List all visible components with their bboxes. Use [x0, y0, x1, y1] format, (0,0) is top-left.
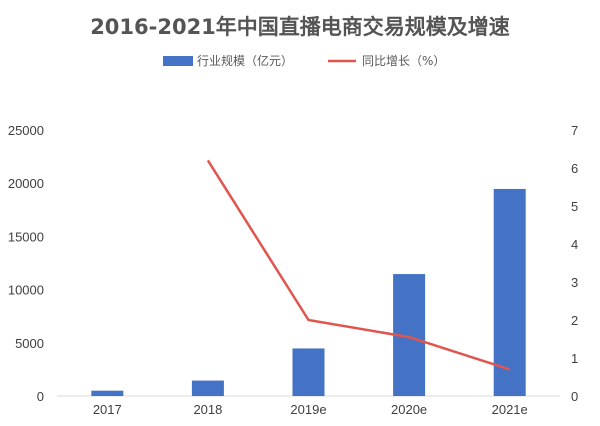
- legend: 行业规模（亿元） 同比增长（%）: [163, 53, 445, 68]
- left-axis: 0 5000 10000 15000 20000 25000: [8, 123, 44, 404]
- x-tick-label: 2020e: [391, 402, 427, 417]
- legend-bar-label: 行业规模（亿元）: [197, 53, 293, 68]
- left-tick-label: 10000: [8, 283, 44, 298]
- legend-bar-swatch: [163, 56, 193, 66]
- right-tick-label: 2: [571, 313, 578, 328]
- right-axis: 0 1 2 3 4 5 6 7: [571, 123, 578, 404]
- right-tick-label: 0: [571, 389, 578, 404]
- x-tick-label: 2019e: [290, 402, 326, 417]
- left-tick-label: 5000: [15, 336, 44, 351]
- growth-line-series: [206, 159, 511, 371]
- growth-line: [206, 159, 511, 371]
- x-tick-label: 2021e: [492, 402, 528, 417]
- left-tick-label: 25000: [8, 123, 44, 138]
- chart-title: 2016-2021年中国直播电商交易规模及增速: [90, 15, 510, 39]
- bar-2021e: [493, 188, 526, 396]
- right-tick-label: 1: [571, 351, 578, 366]
- left-tick-label: 15000: [8, 229, 44, 244]
- bar-2019e: [292, 348, 325, 396]
- right-tick-label: 6: [571, 161, 578, 176]
- bar-2017: [91, 390, 124, 396]
- right-tick-label: 4: [571, 237, 578, 252]
- x-tick-label: 2018: [193, 402, 222, 417]
- right-tick-label: 3: [571, 275, 578, 290]
- x-axis: 2017 2018 2019e 2020e 2021e: [93, 402, 528, 417]
- right-tick-label: 5: [571, 199, 578, 214]
- left-tick-label: 0: [37, 389, 44, 404]
- right-tick-label: 7: [571, 123, 578, 138]
- bar-2018: [191, 380, 224, 396]
- bar-series: [91, 188, 526, 396]
- left-tick-label: 20000: [8, 176, 44, 191]
- x-tick-label: 2017: [93, 402, 122, 417]
- legend-line-label: 同比增长（%）: [362, 54, 445, 68]
